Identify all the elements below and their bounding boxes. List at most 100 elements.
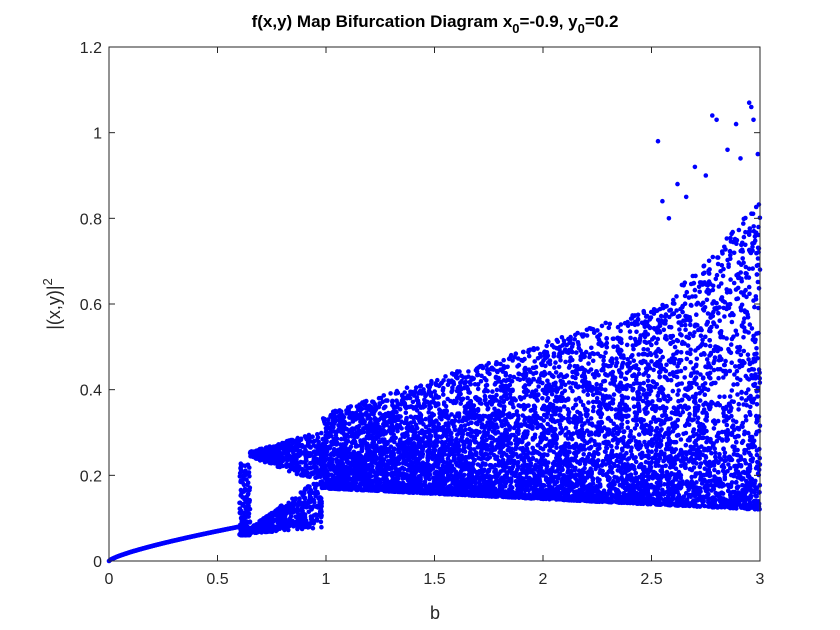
scatter-point xyxy=(754,493,759,499)
scatter-point xyxy=(567,363,573,369)
scatter-point xyxy=(277,450,283,455)
scatter-point xyxy=(304,458,309,464)
scatter-point xyxy=(263,445,269,451)
scatter-point xyxy=(423,416,429,422)
scatter-point xyxy=(277,509,282,514)
scatter-point xyxy=(674,374,680,380)
scatter-point xyxy=(604,340,610,346)
scatter-point xyxy=(239,478,245,484)
scatter-point xyxy=(734,440,739,445)
scatter-point xyxy=(254,525,260,531)
scatter-point xyxy=(270,521,275,526)
scatter-point xyxy=(300,520,306,525)
scatter-point xyxy=(238,493,243,498)
scatter-point xyxy=(245,509,250,515)
scatter-point xyxy=(275,455,281,461)
scatter-point xyxy=(671,405,677,411)
scatter-point xyxy=(748,434,753,440)
scatter-point xyxy=(721,446,726,452)
scatter-point xyxy=(734,479,739,485)
scatter-point xyxy=(625,361,630,367)
scatter-point xyxy=(443,374,448,379)
scatter-point xyxy=(394,398,399,404)
scatter-point xyxy=(311,519,317,524)
scatter-point xyxy=(295,466,300,471)
scatter-point xyxy=(708,375,713,381)
scatter-point xyxy=(312,500,317,505)
scatter-point xyxy=(636,446,641,452)
scatter-point xyxy=(536,384,541,389)
scatter-point xyxy=(664,337,669,342)
scatter-point xyxy=(738,270,743,275)
scatter-point xyxy=(599,367,604,373)
scatter-point xyxy=(722,394,727,400)
scatter-point xyxy=(553,370,559,375)
scatter-point xyxy=(681,431,686,437)
scatter-point xyxy=(747,291,752,297)
scatter-point xyxy=(431,412,437,418)
scatter-point xyxy=(686,396,692,402)
scatter-point xyxy=(714,272,720,278)
scatter-point xyxy=(754,250,759,256)
scatter-point xyxy=(243,468,248,474)
scatter-point xyxy=(589,345,594,351)
scatter-point xyxy=(672,425,678,431)
scatter-point xyxy=(581,452,586,457)
scatter-point xyxy=(594,396,600,401)
scatter-point xyxy=(743,373,749,379)
scatter-point xyxy=(729,319,735,325)
scatter-point xyxy=(310,525,316,531)
scatter-point xyxy=(729,231,734,237)
scatter-point xyxy=(553,360,558,365)
scatter-point xyxy=(595,328,600,333)
scatter-point xyxy=(311,438,317,444)
scatter-point xyxy=(403,410,409,416)
scatter-point xyxy=(561,404,567,409)
scatter-point xyxy=(552,365,557,370)
scatter-point xyxy=(253,453,258,459)
scatter-point xyxy=(293,496,298,502)
scatter-point xyxy=(287,438,292,443)
scatter-point xyxy=(624,342,630,348)
scatter-point xyxy=(634,329,639,335)
scatter-point xyxy=(262,521,268,527)
scatter-point xyxy=(639,472,645,478)
scatter-point xyxy=(696,284,702,290)
scatter-point xyxy=(743,215,748,221)
scatter-point xyxy=(304,501,310,506)
scatter-points xyxy=(106,100,763,564)
scatter-point xyxy=(611,392,617,397)
scatter-point xyxy=(746,357,751,362)
scatter-point xyxy=(310,434,315,440)
scatter-point xyxy=(303,524,308,529)
scatter-point xyxy=(514,429,520,435)
scatter-point xyxy=(636,352,641,357)
scatter-point xyxy=(265,529,271,534)
scatter-point xyxy=(736,407,741,412)
scatter-point xyxy=(683,327,688,333)
scatter-point xyxy=(716,469,721,475)
scatter-point xyxy=(243,530,249,536)
scatter-point xyxy=(494,387,500,393)
scatter-point xyxy=(611,427,617,432)
scatter-point xyxy=(631,396,636,401)
scatter-point xyxy=(298,437,304,443)
scatter-point xyxy=(746,450,752,456)
scatter-point xyxy=(556,364,562,370)
scatter-point xyxy=(752,381,758,387)
scatter-point xyxy=(302,496,308,501)
scatter-point xyxy=(318,507,324,512)
scatter-point xyxy=(315,450,321,456)
scatter-point xyxy=(290,518,296,524)
scatter-point xyxy=(702,392,708,398)
scatter-point xyxy=(596,400,602,405)
scatter-point xyxy=(704,297,710,303)
scatter-point xyxy=(672,344,678,350)
scatter-point xyxy=(653,463,659,469)
scatter-point xyxy=(645,378,651,384)
scatter-point xyxy=(516,416,521,422)
scatter-point xyxy=(307,465,313,471)
scatter-point xyxy=(707,343,713,349)
scatter-point xyxy=(753,232,759,237)
scatter-point xyxy=(703,455,709,460)
